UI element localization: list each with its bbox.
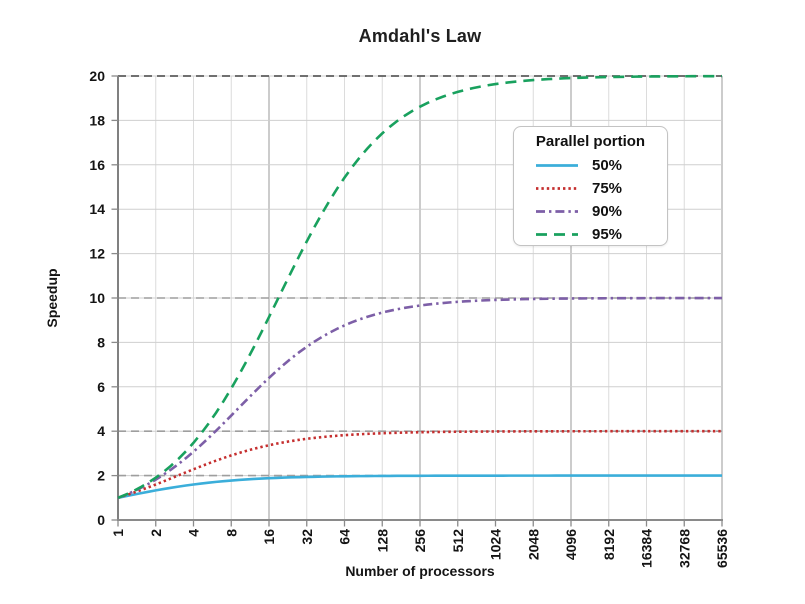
x-axis-title: Number of processors: [345, 563, 495, 579]
chart-title: Amdahl's Law: [358, 26, 482, 46]
y-tick-label: 10: [89, 290, 105, 306]
y-tick-label: 18: [89, 112, 105, 128]
y-tick-label: 12: [89, 246, 105, 262]
x-tick-label: 65536: [714, 529, 730, 568]
x-tick-label: 32768: [676, 529, 692, 568]
x-tick-label: 8: [223, 529, 239, 537]
x-tick-label: 16: [261, 529, 277, 545]
x-tick-label: 1024: [488, 529, 504, 560]
y-axis-title: Speedup: [44, 268, 60, 328]
y-tick-label: 2: [97, 468, 105, 484]
x-tick-label: 128: [374, 529, 390, 553]
x-tick-label: 16384: [639, 529, 655, 568]
legend-item-95pct: 95%: [514, 223, 667, 246]
x-tick-label: 64: [337, 529, 353, 545]
y-tick-label: 16: [89, 157, 105, 173]
x-tick-label: 512: [450, 529, 466, 553]
curve-50pct: [117, 474, 722, 500]
y-tick-label: 6: [97, 379, 105, 395]
y-tick-label: 4: [97, 423, 105, 439]
legend-item-label: 90%: [592, 203, 623, 220]
legend-item-label: 75%: [592, 180, 623, 197]
legend-item-90pct: 90%: [514, 200, 667, 223]
legend-item-50pct: 50%: [514, 154, 667, 177]
curve-90pct: [117, 296, 723, 500]
x-tick-label: 2048: [525, 529, 541, 560]
curve-75pct: [117, 429, 722, 500]
x-tick-label: 32: [299, 529, 315, 545]
legend-line-sample-95pct-icon: [536, 233, 578, 236]
legend-item-label: 50%: [592, 157, 623, 174]
legend-line-sample-75pct-icon: [536, 187, 578, 190]
y-tick-label: 20: [89, 68, 105, 84]
legend-item-75pct: 75%: [514, 177, 667, 200]
y-tick-label: 14: [89, 201, 105, 217]
x-tick-label: 8192: [601, 529, 617, 560]
x-tick-label: 4: [186, 529, 202, 537]
y-tick-label: 0: [97, 512, 105, 528]
legend-item-label: 95%: [592, 226, 623, 243]
x-tick-label: 2: [148, 529, 164, 537]
y-tick-label: 8: [97, 334, 105, 350]
curve-95pct: [117, 74, 723, 500]
x-tick-label: 1: [110, 529, 126, 537]
legend-line-sample-90pct-icon: [536, 210, 578, 213]
legend-line-sample-50pct-icon: [536, 164, 578, 167]
legend-rows: 50% 75% 90% 95%: [514, 154, 667, 246]
x-tick-label: 4096: [563, 529, 579, 560]
legend-title: Parallel portion: [535, 133, 646, 150]
legend: Parallel portion 50% 75% 90% 95%: [513, 126, 668, 246]
x-tick-label: 256: [412, 529, 428, 553]
